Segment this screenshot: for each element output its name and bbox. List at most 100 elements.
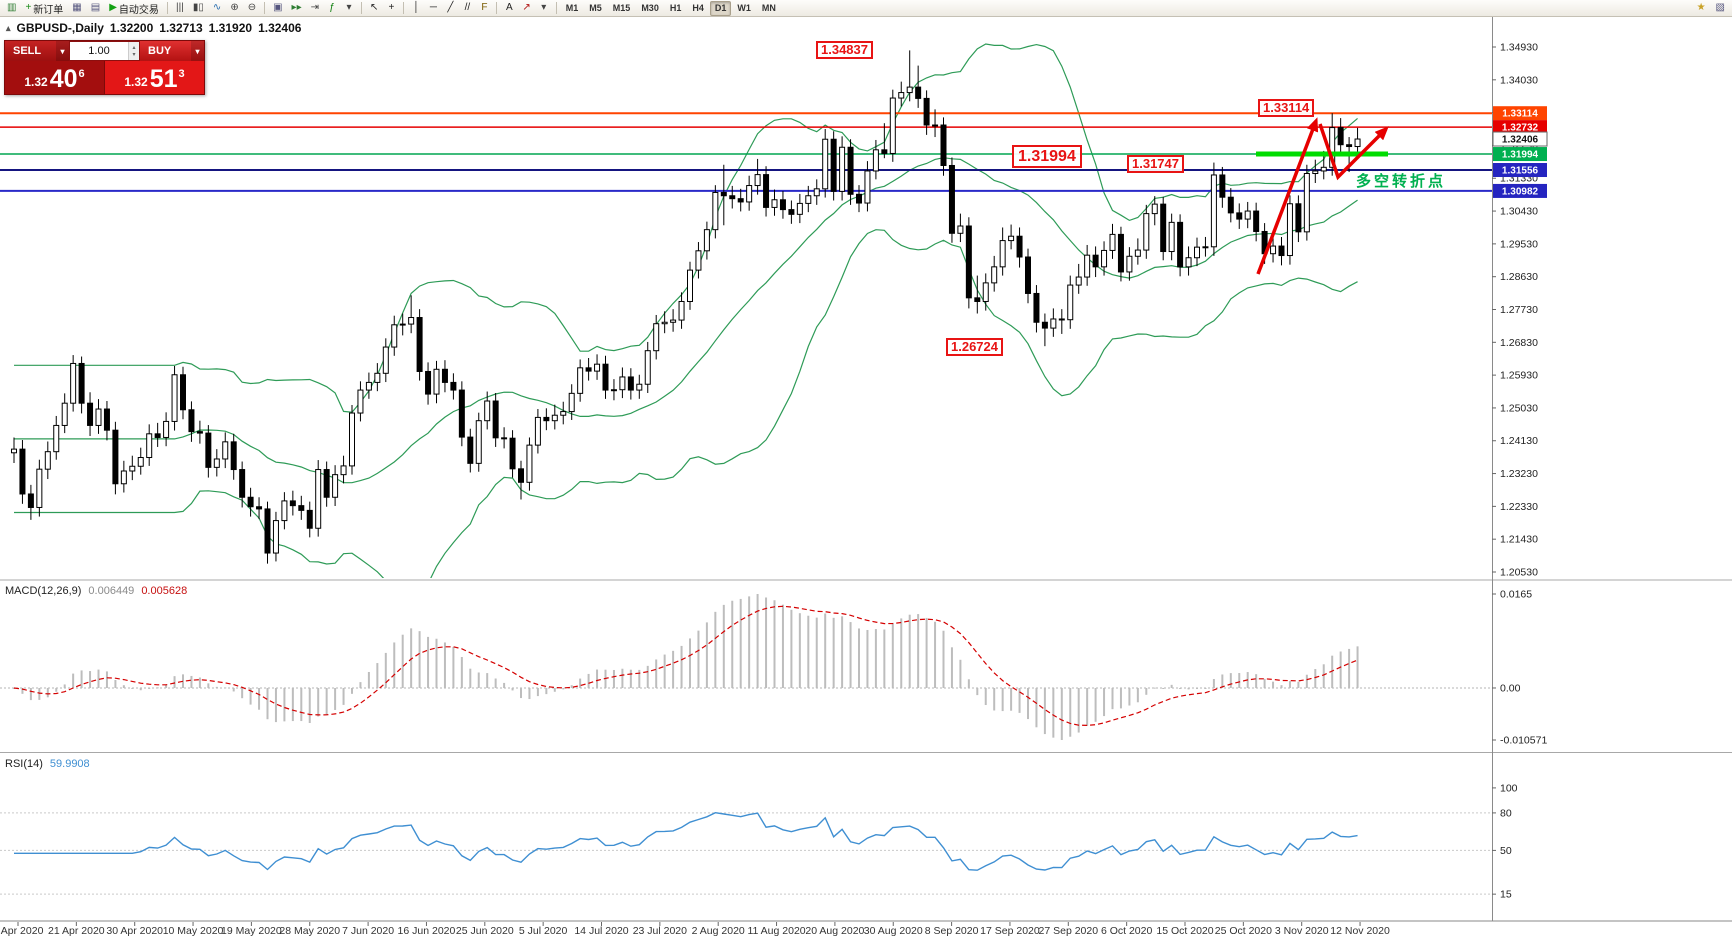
timeframe-mn[interactable]: MN xyxy=(761,3,776,13)
candlestick-chart-icon: ▮▯ xyxy=(192,2,204,13)
axis-overlay: 1.349301.340301.331301.322301.313301.304… xyxy=(0,17,1732,937)
price-annotation-1.31747[interactable]: 1.31747 xyxy=(1127,155,1184,173)
macd-label: MACD(12,26,9) 0.006449 0.005628 xyxy=(5,585,187,597)
svg-text:1.32406: 1.32406 xyxy=(1502,135,1539,146)
channel-icon[interactable]: // xyxy=(459,1,475,16)
chinese-note-text[interactable]: 多空转折点 xyxy=(1356,173,1447,190)
sell-button[interactable]: SELL ▾ xyxy=(5,41,69,61)
sell-price-button[interactable]: 1.32 40 6 xyxy=(5,61,105,94)
zoom-out-icon[interactable]: ⊖ xyxy=(244,1,260,16)
timeframe-w1[interactable]: W1 xyxy=(737,3,751,13)
toolbar-separator xyxy=(496,2,498,14)
arrow-tool-icon[interactable]: ↗ xyxy=(518,1,534,16)
horizontal-line-icon[interactable]: ─ xyxy=(425,1,441,16)
rsi-axis-label: 100 xyxy=(1500,782,1518,794)
sell-price-head: 1.32 xyxy=(24,75,48,89)
bollinger-upper-band[interactable] xyxy=(14,43,1358,413)
indicators-icon[interactable]: ƒ xyxy=(324,1,340,16)
date-label: 17 Sep 2020 xyxy=(980,925,1040,937)
line-chart-icon[interactable]: ∿ xyxy=(209,1,225,16)
tile-windows-icon: ▣ xyxy=(273,2,283,13)
volume-input[interactable]: 1.00 ▴ ▾ xyxy=(69,41,140,61)
bollinger-middle-band[interactable] xyxy=(14,157,1358,484)
rsi-name: RSI(14) xyxy=(5,758,43,770)
cursor-icon[interactable]: ↖ xyxy=(366,1,382,16)
sell-price-sup: 6 xyxy=(78,68,85,80)
favorites-icon[interactable]: ★ xyxy=(1693,1,1710,16)
timeframe-m15[interactable]: M15 xyxy=(612,3,631,13)
price-annotation-1.31994[interactable]: 1.31994 xyxy=(1012,145,1082,168)
auto-scroll-icon[interactable]: ▸▸ xyxy=(288,1,306,16)
timeframe-m5[interactable]: M5 xyxy=(589,3,602,13)
window-tile-icon[interactable]: ▦ xyxy=(68,1,85,16)
buy-dropdown-icon[interactable]: ▾ xyxy=(191,41,204,61)
svg-text:1.33114: 1.33114 xyxy=(1502,109,1538,120)
timeframe-h4[interactable]: H4 xyxy=(692,3,704,13)
volume-spinner[interactable]: ▴ ▾ xyxy=(128,42,139,60)
buy-button[interactable]: BUY ▾ xyxy=(140,41,204,61)
shapes-dropdown-icon: ▾ xyxy=(541,2,547,13)
indicators-dropdown-icon: ▾ xyxy=(346,2,352,13)
rsi-pane xyxy=(0,811,1492,895)
bollinger-lower-band[interactable] xyxy=(14,229,1358,598)
fibonacci-icon[interactable]: F xyxy=(476,1,492,16)
rsi-line xyxy=(14,811,1358,871)
data-window-icon[interactable]: ▤ xyxy=(87,1,104,16)
tile-windows-icon[interactable]: ▣ xyxy=(269,1,286,16)
zoom-in-icon[interactable]: ⊕ xyxy=(226,1,242,16)
auto-scroll-icon: ▸▸ xyxy=(291,2,302,13)
price-axis-label: 1.25930 xyxy=(1500,370,1538,382)
date-label: 21 Apr 2020 xyxy=(48,925,105,937)
text-icon[interactable]: A xyxy=(501,1,517,16)
macd-name: MACD(12,26,9) xyxy=(5,585,82,597)
price-annotation-1.34837[interactable]: 1.34837 xyxy=(816,41,873,59)
price-annotation-1.26724[interactable]: 1.26724 xyxy=(946,338,1003,356)
trend-arrow-1[interactable] xyxy=(1256,117,1319,275)
timeframe-d1[interactable]: D1 xyxy=(709,0,732,16)
trend-arrow-2[interactable] xyxy=(1318,123,1389,181)
buy-price-sup: 3 xyxy=(178,68,185,80)
date-label: 16 Jun 2020 xyxy=(398,925,456,937)
crosshair-icon[interactable]: + xyxy=(383,1,399,16)
indicators-dropdown-icon[interactable]: ▾ xyxy=(341,1,357,16)
vertical-line-icon[interactable]: │ xyxy=(408,1,424,16)
bar-chart-icon: ||| xyxy=(176,2,184,13)
price-annotation-1.33114[interactable]: 1.33114 xyxy=(1258,99,1315,117)
candlestick-chart-icon[interactable]: ▮▯ xyxy=(189,1,208,16)
layouts-icon: ▧ xyxy=(1715,2,1725,13)
price-tag-1.32732 xyxy=(1493,120,1547,135)
window-tile-icon: ▦ xyxy=(72,2,82,13)
main-price-pane xyxy=(0,43,1492,598)
cursor-icon: ↖ xyxy=(369,2,379,13)
candles-layer xyxy=(11,50,1361,564)
buy-price-big: 51 xyxy=(149,65,178,93)
toolbar-separator xyxy=(555,2,557,14)
price-axis-label: 1.34030 xyxy=(1500,74,1538,86)
svg-text:1.30982: 1.30982 xyxy=(1502,186,1539,197)
date-label: 3 Nov 2020 xyxy=(1275,925,1329,937)
timeframe-h1[interactable]: H1 xyxy=(669,3,682,13)
date-label: 23 Jul 2020 xyxy=(633,925,687,937)
chart-shift-icon[interactable]: ⇥ xyxy=(307,1,323,16)
price-axis-label: 1.27730 xyxy=(1500,304,1538,316)
price-axis-label: 1.26830 xyxy=(1500,337,1538,349)
trendline-icon: ╱ xyxy=(447,2,454,13)
collapse-triangle-icon[interactable]: ▴ xyxy=(6,22,11,33)
macd-main-value: 0.006449 xyxy=(88,585,135,597)
buy-price-button[interactable]: 1.32 51 3 xyxy=(105,61,204,94)
new-order-button[interactable]: + 新订单 xyxy=(21,1,67,16)
rsi-label: RSI(14) 59.9908 xyxy=(5,758,90,770)
sell-dropdown-icon[interactable]: ▾ xyxy=(56,41,69,61)
timeframe-m1[interactable]: M1 xyxy=(565,3,579,13)
layouts-icon[interactable]: ▧ xyxy=(1712,1,1729,16)
bar-chart-icon[interactable]: ||| xyxy=(172,1,188,16)
auto-trading-button[interactable]: ▶ 自动交易 xyxy=(105,1,163,16)
shapes-dropdown-icon[interactable]: ▾ xyxy=(536,1,552,16)
trendline-icon[interactable]: ╱ xyxy=(442,1,458,16)
favorites-icon: ★ xyxy=(1696,2,1706,13)
chart-window-icon[interactable]: ▥ xyxy=(3,1,20,16)
macd-axis-label: 0.0165 xyxy=(1500,589,1532,601)
timeframe-m30[interactable]: M30 xyxy=(641,3,659,13)
date-label: 25 Jun 2020 xyxy=(456,925,514,937)
